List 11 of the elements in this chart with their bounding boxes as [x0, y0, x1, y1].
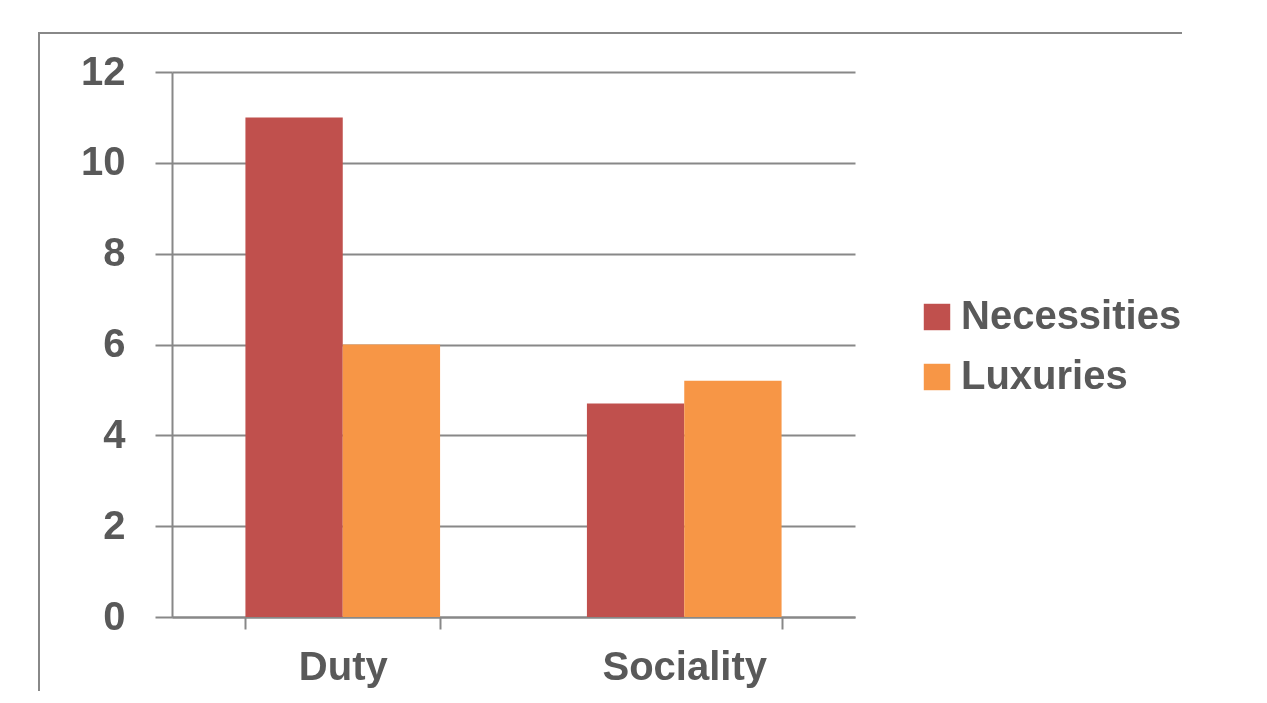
- legend-label: Necessities: [961, 293, 1182, 337]
- y-tick-label: 8: [103, 230, 126, 275]
- y-tick-label: 6: [103, 321, 126, 365]
- y-tick-label: 0: [103, 593, 126, 638]
- legend-label: Luxuries: [961, 353, 1128, 397]
- y-tick-label: 4: [103, 411, 127, 456]
- x-tick-label: Duty: [298, 643, 389, 688]
- y-tick-label: 10: [81, 139, 126, 184]
- y-tick-label: 2: [103, 502, 126, 547]
- y-tick-label: 12: [81, 48, 126, 93]
- x-tick-label: Sociality: [602, 643, 768, 688]
